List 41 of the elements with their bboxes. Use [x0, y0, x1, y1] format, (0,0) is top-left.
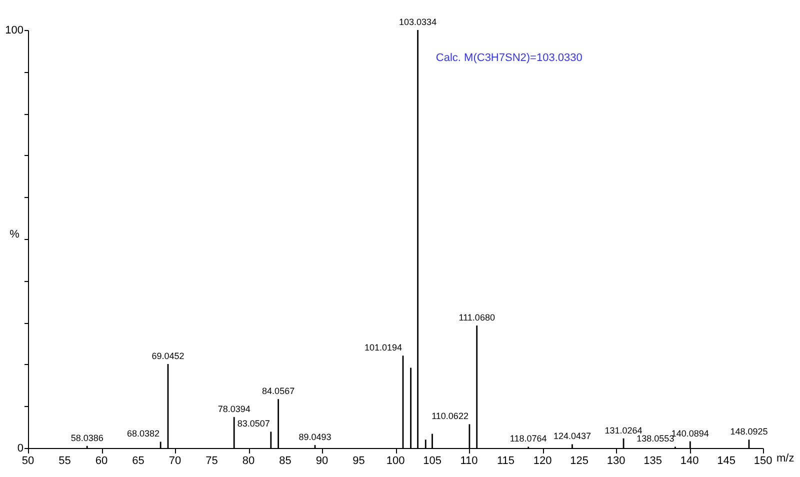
- x-tick-label: 95: [352, 455, 365, 467]
- x-tick-label: 130: [606, 455, 626, 467]
- annotation: 78.0394: [218, 404, 250, 414]
- x-tick-label: 75: [206, 455, 218, 467]
- x-tick-label: 105: [423, 455, 442, 467]
- x-tick-label: 140: [680, 455, 699, 467]
- x-tick-label: 125: [570, 455, 588, 467]
- annotation: 138.0553: [636, 434, 674, 444]
- x-axis-title: m/z: [776, 452, 794, 464]
- annotation: 111.0680: [458, 312, 495, 323]
- annotation: 84.0567: [262, 386, 295, 396]
- annotation: 103.0334: [399, 17, 437, 27]
- annotation: 118.0764: [510, 434, 547, 444]
- annotation: 148.0925: [730, 426, 768, 437]
- x-tick-label: 65: [132, 455, 144, 467]
- x-tick-label: 55: [58, 455, 71, 467]
- x-tick-label: 100: [386, 455, 405, 467]
- annotation: 101.0194: [364, 342, 402, 353]
- x-tick-label: 80: [242, 455, 255, 467]
- x-tick-label: 120: [533, 455, 552, 467]
- y-tick-label: 0: [17, 442, 24, 454]
- annotation: Calc. M(C3H7SN2)=103.0330: [436, 52, 582, 64]
- x-tick-label: 90: [316, 455, 328, 467]
- annotation: 124.0437: [553, 431, 591, 442]
- x-tick-label: 145: [717, 455, 736, 467]
- annotation: 68.0382: [127, 428, 160, 439]
- x-tick-label: 70: [168, 455, 182, 467]
- x-tick-label: 85: [279, 455, 292, 467]
- annotation: 58.0386: [70, 432, 104, 443]
- x-tick-label: 150: [754, 455, 772, 467]
- x-tick-label: 60: [95, 455, 108, 467]
- annotation: 131.0264: [604, 425, 642, 436]
- annotation: 69.0452: [152, 350, 184, 361]
- annotation: 83.0507: [237, 418, 270, 429]
- x-tick-label: 115: [496, 455, 515, 467]
- annotation: 110.0622: [432, 411, 468, 422]
- x-tick-label: 50: [22, 455, 34, 467]
- x-tick-label: 110: [460, 455, 478, 467]
- y-axis-title: %: [10, 228, 20, 240]
- x-tick-label: 135: [644, 455, 662, 467]
- annotation: 89.0493: [298, 432, 332, 442]
